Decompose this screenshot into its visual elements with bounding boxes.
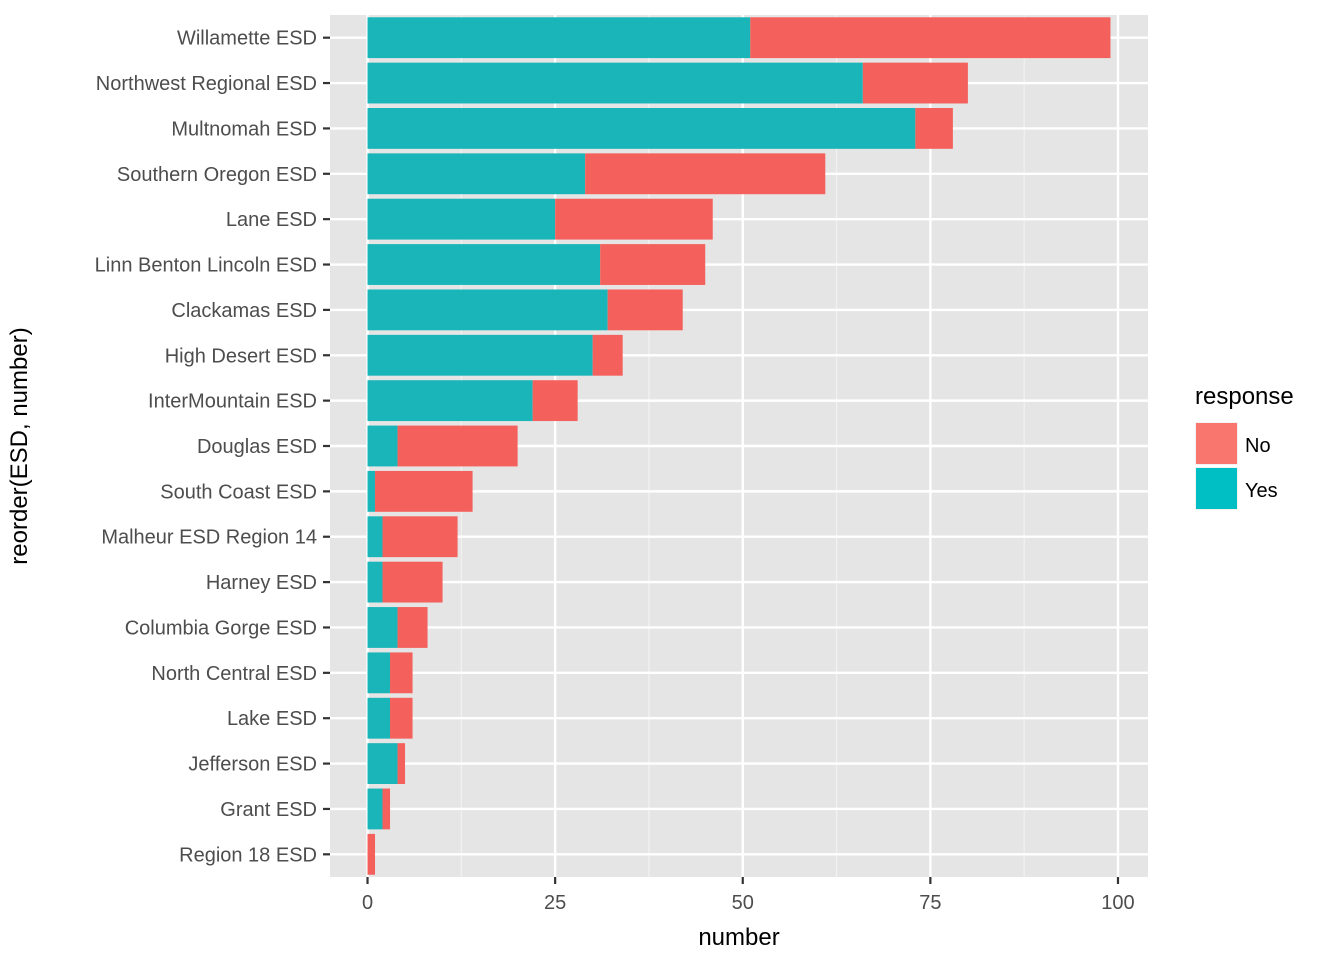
bar-no — [390, 652, 413, 694]
y-tick-label: Lake ESD — [227, 708, 317, 730]
bar-yes — [367, 244, 601, 285]
y-tick-label: Lane ESD — [226, 209, 317, 231]
bar-no — [532, 380, 578, 422]
bar-no — [382, 516, 458, 558]
bar-no — [375, 470, 473, 512]
bar-yes — [367, 743, 398, 784]
bar-yes — [367, 788, 383, 830]
legend-swatch-no — [1196, 423, 1237, 464]
y-tick-label: Columbia Gorge ESD — [125, 617, 317, 639]
y-tick-label: Linn Benton Lincoln ESD — [95, 255, 317, 277]
bar-no — [397, 743, 406, 784]
y-tick-label: Willamette ESD — [177, 28, 317, 50]
x-tick-label: 100 — [1101, 892, 1134, 914]
bar-yes — [367, 697, 391, 739]
bar-yes — [367, 516, 383, 558]
bar-yes — [367, 289, 608, 331]
bar-no — [555, 198, 713, 240]
bar-yes — [367, 108, 916, 149]
bar-no — [382, 788, 391, 830]
bar-no — [390, 697, 413, 739]
y-tick-label: Southern Oregon ESD — [117, 164, 317, 186]
y-tick-label: Multnomah ESD — [171, 118, 317, 140]
bar-no — [367, 833, 376, 875]
bar-yes — [367, 470, 376, 512]
x-tick-label: 25 — [544, 892, 566, 914]
legend-label: No — [1245, 435, 1271, 457]
legend-keys: No Yes — [1195, 422, 1278, 510]
y-tick-label: Northwest Regional ESD — [96, 73, 317, 95]
bar-yes — [367, 561, 383, 603]
bar-no — [382, 561, 443, 603]
bar-yes — [367, 153, 586, 195]
y-tick-label: Clackamas ESD — [171, 300, 317, 322]
bar-yes — [367, 198, 556, 240]
x-axis-title: number — [698, 924, 779, 951]
y-tick-label: InterMountain ESD — [148, 391, 317, 413]
legend-title: response — [1195, 383, 1294, 410]
bar-no — [607, 289, 683, 331]
y-tick-label: Douglas ESD — [197, 436, 317, 458]
bar-no — [397, 425, 518, 467]
bar-no — [750, 17, 1111, 59]
bar-no — [397, 607, 428, 648]
bar-yes — [367, 607, 398, 648]
legend: response No Yes — [1195, 383, 1294, 510]
y-tick-label: North Central ESD — [151, 663, 317, 685]
bar-yes — [367, 652, 391, 694]
bar-yes — [367, 380, 533, 422]
bar-no — [585, 153, 826, 195]
y-tick-label: Jefferson ESD — [188, 754, 317, 776]
bar-no — [862, 62, 968, 104]
x-tick-label: 0 — [362, 892, 373, 914]
bar-yes — [367, 62, 863, 104]
y-tick-label: Grant ESD — [220, 799, 317, 821]
bar-no — [600, 244, 706, 285]
y-tick-label: Harney ESD — [206, 572, 317, 594]
bar-yes — [367, 17, 751, 59]
bar-no — [592, 334, 623, 376]
bar-yes — [367, 334, 593, 376]
x-tick-label: 75 — [919, 892, 941, 914]
y-tick-label: Malheur ESD Region 14 — [101, 527, 317, 549]
y-tick-label: High Desert ESD — [165, 345, 317, 367]
legend-label: Yes — [1245, 480, 1278, 502]
bars — [367, 17, 1111, 875]
bar-no — [915, 108, 953, 149]
y-tick-label: South Coast ESD — [160, 481, 317, 503]
legend-swatch-yes — [1196, 468, 1237, 509]
bar-yes — [367, 425, 398, 467]
y-tick-label: Region 18 ESD — [179, 844, 317, 866]
x-tick-label: 50 — [732, 892, 754, 914]
y-axis-title: reorder(ESD, number) — [6, 327, 33, 564]
y-axis: Willamette ESD Northwest Regional ESD Mult… — [95, 28, 330, 866]
x-axis: 0 25 50 75 100 — [362, 877, 1135, 914]
